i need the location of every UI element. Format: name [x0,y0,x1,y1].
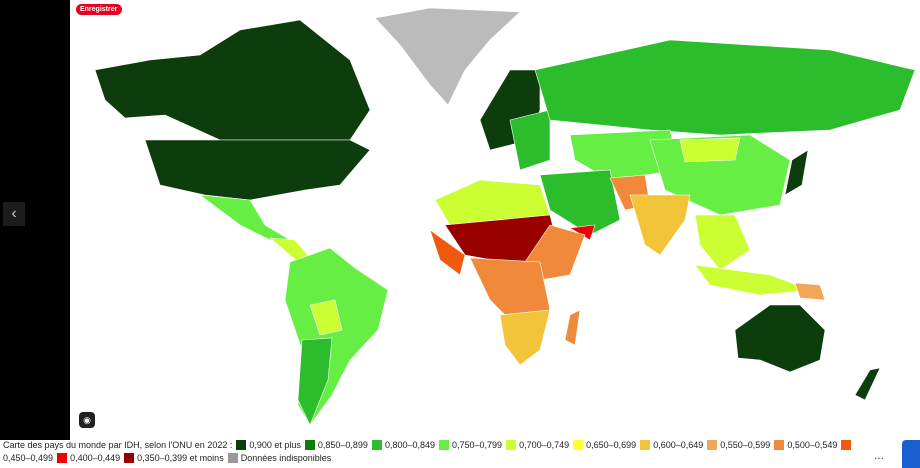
legend-swatch [573,440,584,450]
lens-button[interactable]: ◉ [79,412,95,428]
legend-label: Données indisponibles [240,453,332,463]
japan [784,149,809,196]
action-button[interactable] [902,440,920,468]
legend-label: 0,450–0,499 [3,453,54,463]
legend-swatch [707,440,718,450]
russia [534,39,916,136]
legend-label: 0,500–0,549 [787,440,838,450]
west-africa [429,229,466,276]
usa [144,139,371,201]
legend-swatch [57,453,68,463]
legend-swatch [439,440,450,450]
legend-caption: Carte des pays du monde par IDH, selon l… [3,440,233,450]
india [629,194,691,256]
canada-alaska [94,19,371,141]
legend-label: 0,900 et plus [249,440,301,450]
chile-argentina [297,337,333,426]
southeast-asia [694,214,751,271]
legend-swatch [304,440,315,450]
legend-label: 0,700–0,749 [519,440,570,450]
southern-africa [499,309,551,366]
legend-swatch [227,453,238,463]
australia [734,304,826,373]
legend-label: 0,550–0,599 [720,440,771,450]
world-map [94,7,916,426]
new-zealand [854,367,881,401]
legend-label: 0,350–0,399 et moins [137,453,224,463]
legend-swatch [640,440,651,450]
legend-swatch [124,453,135,463]
legend-swatch [506,440,517,450]
indonesia [694,264,811,296]
legend-label: 0,850–0,899 [317,440,368,450]
legend-swatch [371,440,382,450]
legend-swatch [841,440,852,450]
mexico [198,194,292,241]
legend: Carte des pays du monde par IDH, selon l… [3,440,871,463]
mongolia [679,137,741,163]
madagascar [564,309,581,346]
europe-east [509,109,551,171]
legend-label: 0,400–0,449 [70,453,121,463]
legend-label: 0,650–0,699 [586,440,637,450]
save-button[interactable]: Enregistrer [76,4,123,15]
prev-button[interactable]: ‹ [3,202,25,226]
greenland [374,7,521,106]
more-button[interactable]: ... [874,448,885,462]
papua [794,282,826,301]
bolivia [309,299,343,336]
central-africa [469,257,551,321]
middle-east [539,169,621,236]
legend-swatch [774,440,785,450]
legend-label: 0,750–0,799 [452,440,503,450]
legend-label: 0,600–0,649 [653,440,704,450]
legend-swatch [236,440,247,450]
legend-label: 0,800–0,849 [384,440,436,450]
